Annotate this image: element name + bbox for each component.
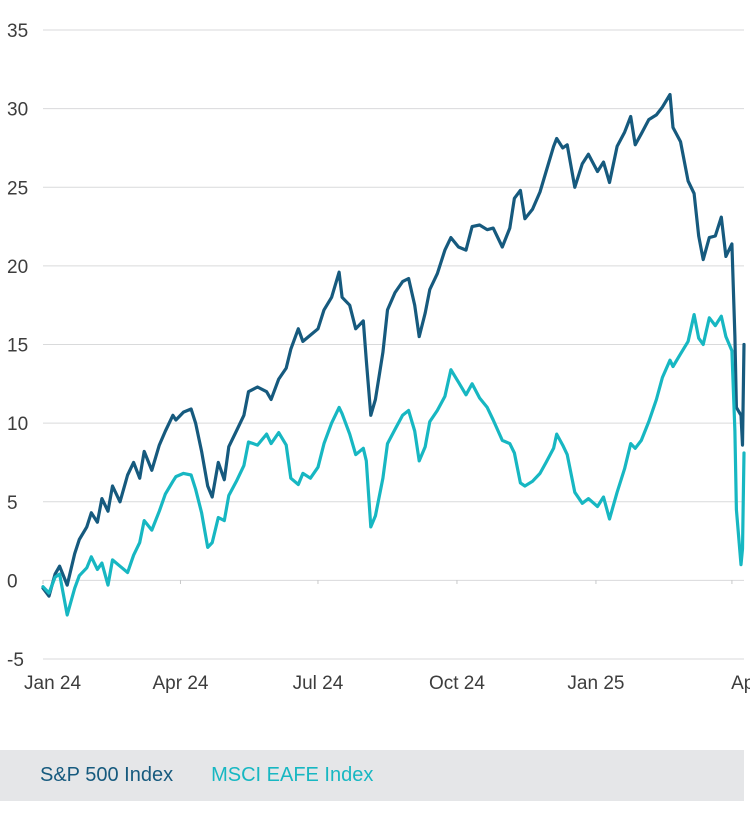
y-tick-label: 25 [7,178,28,199]
x-tick-label: Apr 24 [152,673,208,694]
y-tick-label: 35 [7,21,28,42]
y-tick-label: 15 [7,336,28,357]
grid-lines [43,29,744,660]
legend-item-sp500: S&P 500 Index [40,764,174,786]
chart-legend: S&P 500 Index MSCI EAFE Index [0,750,744,801]
legend-item-eafe: MSCI EAFE Index [211,764,374,786]
y-tick-label: 30 [7,100,28,121]
series-lines [41,92,746,617]
y-tick-label: 10 [7,414,28,435]
x-tick-label: Oct 24 [429,673,485,694]
x-tick-label: Apr [731,673,750,694]
x-axis-tick-labels: Jan 24 Apr 24 Jul 24 Oct 24 Jan 25 Apr [24,580,750,694]
y-tick-label: 20 [7,257,28,278]
x-tick-label: Jan 24 [24,673,81,694]
series-line-eafe [41,313,746,617]
x-tick-label: Jul 24 [293,673,344,694]
y-axis-tick-labels: 35 30 25 20 15 10 5 0 -5 [7,21,28,671]
y-tick-label: 0 [7,571,18,592]
line-chart: 35 30 25 20 15 10 5 0 -5 Jan 24 Apr 24 Jul 24 Oct 2… [7,21,750,694]
y-tick-label: -5 [7,650,24,671]
series-line-sp500 [41,92,746,598]
y-tick-label: 5 [7,493,18,514]
x-tick-label: Jan 25 [567,673,624,694]
